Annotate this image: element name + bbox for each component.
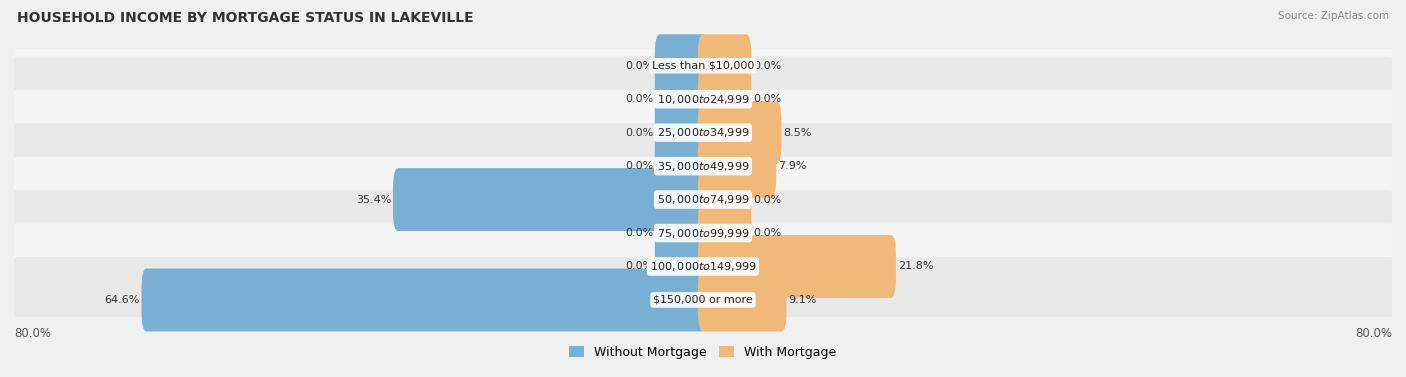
Text: 0.0%: 0.0% <box>624 161 652 171</box>
FancyBboxPatch shape <box>10 257 1396 343</box>
Text: 21.8%: 21.8% <box>897 262 934 271</box>
FancyBboxPatch shape <box>697 101 782 164</box>
Text: 0.0%: 0.0% <box>624 262 652 271</box>
FancyBboxPatch shape <box>655 68 709 131</box>
Text: Source: ZipAtlas.com: Source: ZipAtlas.com <box>1278 11 1389 21</box>
FancyBboxPatch shape <box>697 235 896 298</box>
FancyBboxPatch shape <box>10 224 1396 309</box>
FancyBboxPatch shape <box>655 235 709 298</box>
Text: $50,000 to $74,999: $50,000 to $74,999 <box>657 193 749 206</box>
Legend: Without Mortgage, With Mortgage: Without Mortgage, With Mortgage <box>564 341 842 364</box>
FancyBboxPatch shape <box>697 135 776 198</box>
FancyBboxPatch shape <box>697 268 786 331</box>
Text: 35.4%: 35.4% <box>356 195 391 205</box>
FancyBboxPatch shape <box>655 135 709 198</box>
Text: HOUSEHOLD INCOME BY MORTGAGE STATUS IN LAKEVILLE: HOUSEHOLD INCOME BY MORTGAGE STATUS IN L… <box>17 11 474 25</box>
Text: 0.0%: 0.0% <box>754 195 782 205</box>
FancyBboxPatch shape <box>10 190 1396 276</box>
FancyBboxPatch shape <box>697 202 751 265</box>
Text: 0.0%: 0.0% <box>624 228 652 238</box>
Text: 0.0%: 0.0% <box>624 128 652 138</box>
Text: 0.0%: 0.0% <box>624 94 652 104</box>
Text: 0.0%: 0.0% <box>754 228 782 238</box>
FancyBboxPatch shape <box>10 57 1396 142</box>
FancyBboxPatch shape <box>697 68 751 131</box>
Text: $25,000 to $34,999: $25,000 to $34,999 <box>657 126 749 139</box>
Text: Less than $10,000: Less than $10,000 <box>652 61 754 71</box>
FancyBboxPatch shape <box>10 157 1396 242</box>
FancyBboxPatch shape <box>697 168 751 231</box>
Text: $150,000 or more: $150,000 or more <box>654 295 752 305</box>
Text: 80.0%: 80.0% <box>14 327 51 340</box>
Text: 7.9%: 7.9% <box>778 161 807 171</box>
FancyBboxPatch shape <box>10 123 1396 209</box>
Text: $75,000 to $99,999: $75,000 to $99,999 <box>657 227 749 239</box>
FancyBboxPatch shape <box>142 268 709 331</box>
Text: 9.1%: 9.1% <box>789 295 817 305</box>
Text: 0.0%: 0.0% <box>754 61 782 71</box>
Text: 0.0%: 0.0% <box>754 94 782 104</box>
FancyBboxPatch shape <box>697 34 751 97</box>
FancyBboxPatch shape <box>655 34 709 97</box>
FancyBboxPatch shape <box>10 90 1396 175</box>
Text: 80.0%: 80.0% <box>1355 327 1392 340</box>
Text: $35,000 to $49,999: $35,000 to $49,999 <box>657 159 749 173</box>
FancyBboxPatch shape <box>10 23 1396 109</box>
FancyBboxPatch shape <box>655 101 709 164</box>
Text: $10,000 to $24,999: $10,000 to $24,999 <box>657 93 749 106</box>
FancyBboxPatch shape <box>392 168 709 231</box>
Text: 64.6%: 64.6% <box>104 295 139 305</box>
Text: 0.0%: 0.0% <box>624 61 652 71</box>
Text: $100,000 to $149,999: $100,000 to $149,999 <box>650 260 756 273</box>
Text: 8.5%: 8.5% <box>783 128 811 138</box>
FancyBboxPatch shape <box>655 202 709 265</box>
